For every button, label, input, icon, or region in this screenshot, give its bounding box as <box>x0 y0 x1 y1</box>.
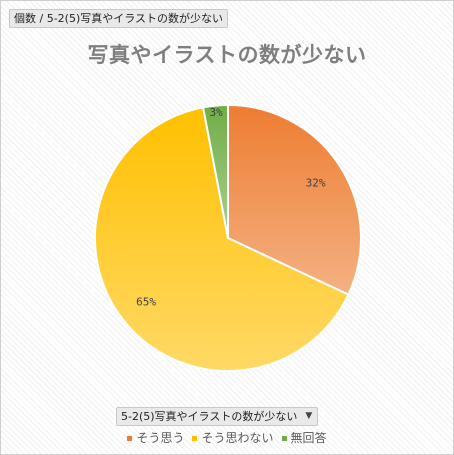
pie-slice-1[interactable] <box>227 103 362 296</box>
legend-item-1: そう思う <box>127 429 184 446</box>
legend-item-3: 無回答 <box>281 429 327 446</box>
legend-marker <box>192 436 198 441</box>
chart-title: 写真やイラストの数が少ない <box>87 43 367 67</box>
legend-label: そう思わない <box>201 431 274 445</box>
legend-marker <box>127 436 133 441</box>
category-field-button[interactable]: 5-2(5)写真やイラストの数が少ない ▼ <box>116 407 319 426</box>
chart-legend: そう思う そう思わない 無回答 <box>1 429 453 446</box>
value-field-button[interactable]: 個数 / 5-2(5)写真やイラストの数が少ない <box>9 9 229 28</box>
dropdown-arrow-icon[interactable]: ▼ <box>305 411 313 421</box>
data-label-1: 32% <box>306 176 326 189</box>
data-label-3: 3% <box>209 106 223 119</box>
data-label-2: 65% <box>136 296 156 309</box>
category-field-label: 5-2(5)写真やイラストの数が少ない <box>121 410 298 423</box>
legend-item-2: そう思わない <box>192 429 274 446</box>
legend-label: 無回答 <box>290 431 327 445</box>
pie-slice-2[interactable] <box>94 106 350 372</box>
pie-slice-3[interactable] <box>201 103 229 239</box>
legend-marker <box>281 436 287 441</box>
legend-label: そう思う <box>136 431 185 445</box>
